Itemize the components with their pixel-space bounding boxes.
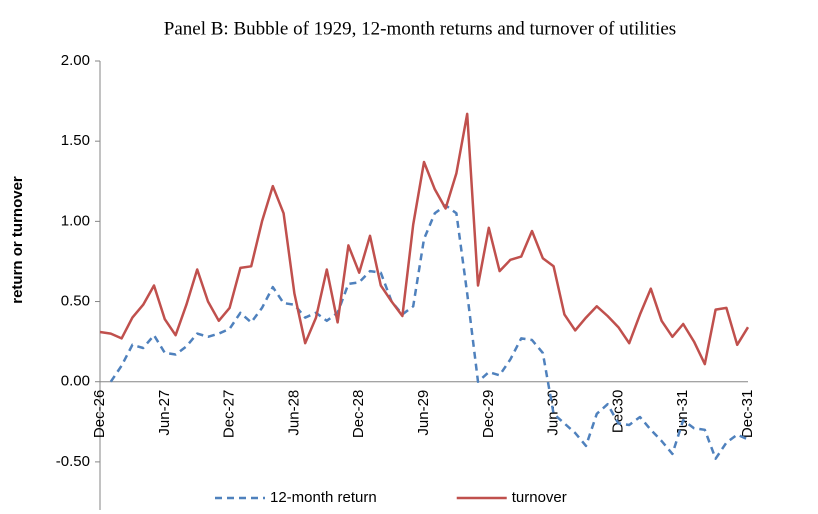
y-tick-label: 1.50: [61, 132, 90, 149]
y-axis-label: return or turnover: [9, 176, 26, 304]
chart-title: Panel B: Bubble of 1929, 12-month return…: [164, 18, 676, 39]
x-tick-label: Dec-28: [350, 390, 367, 438]
y-tick-label: 2.00: [61, 52, 90, 69]
x-tick-label: Jun-30: [545, 390, 562, 436]
x-tick-label: Dec30: [609, 390, 626, 433]
x-tick-label: Dec-26: [91, 390, 108, 438]
legend-label: 12-month return: [270, 489, 377, 506]
x-tick-label: Jun-27: [156, 390, 173, 436]
y-tick-label: -0.50: [56, 453, 90, 470]
y-tick-label: 0.00: [61, 373, 90, 390]
x-tick-label: Jun-28: [285, 390, 302, 436]
x-tick-label: Dec-29: [480, 390, 497, 438]
x-tick-label: Jun-29: [415, 390, 432, 436]
y-tick-label: 1.00: [61, 212, 90, 229]
series-line: [99, 112, 750, 366]
x-tick-label: Dec-27: [221, 390, 238, 438]
x-tick-label: Jun-31: [674, 390, 691, 436]
y-tick-label: 0.50: [61, 293, 90, 310]
legend-label: turnover: [512, 489, 567, 506]
x-tick-label: Dec-31: [739, 390, 756, 438]
